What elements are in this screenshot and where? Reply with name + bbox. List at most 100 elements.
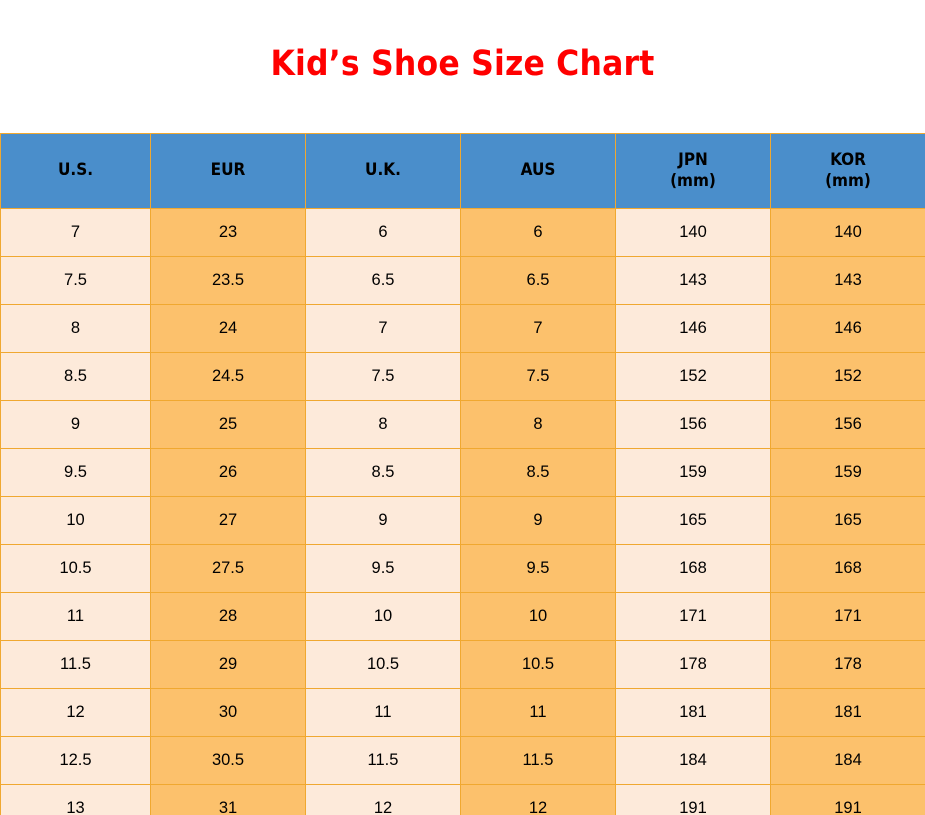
cell-aus: 8.5 bbox=[460, 447, 616, 497]
cell-uk: 12 bbox=[305, 783, 461, 815]
cell-value: 156 bbox=[834, 414, 862, 433]
cell-uk: 9.5 bbox=[305, 543, 461, 593]
cell-kor: 152 bbox=[770, 351, 925, 401]
cell-value: 10 bbox=[373, 606, 393, 625]
cell-jpn: 152 bbox=[615, 351, 771, 401]
column-header-jpn[interactable]: JPN (mm) bbox=[615, 132, 771, 209]
cell-eur: 29 bbox=[150, 639, 306, 689]
cell-value: 184 bbox=[834, 750, 862, 769]
cell-value: 12.5 bbox=[59, 750, 92, 769]
cell-kor: 159 bbox=[770, 447, 925, 497]
cell-us: 12.5 bbox=[0, 735, 151, 785]
cell-value: 140 bbox=[679, 222, 707, 241]
cell-value: 140 bbox=[834, 222, 862, 241]
cell-value: 191 bbox=[679, 798, 707, 815]
cell-aus: 10.5 bbox=[460, 639, 616, 689]
cell-us: 11 bbox=[0, 591, 151, 641]
cell-value: 9.5 bbox=[371, 558, 395, 577]
table-row: 12 30 11 11 181 181 bbox=[0, 687, 925, 737]
cell-us: 9.5 bbox=[0, 447, 151, 497]
table-header: U.S. EUR U.K. AUS JPN (mm) KOR (mm) bbox=[0, 132, 925, 209]
cell-value: 11 bbox=[66, 606, 85, 625]
cell-aus: 10 bbox=[460, 591, 616, 641]
cell-value: 7 bbox=[70, 222, 81, 241]
table-row: 9 25 8 8 156 156 bbox=[0, 399, 925, 449]
cell-kor: 143 bbox=[770, 255, 925, 305]
cell-aus: 12 bbox=[460, 783, 616, 815]
cell-uk: 10 bbox=[305, 591, 461, 641]
cell-kor: 140 bbox=[770, 207, 925, 257]
cell-aus: 9.5 bbox=[460, 543, 616, 593]
cell-value: 12 bbox=[66, 702, 85, 721]
cell-value: 31 bbox=[218, 798, 238, 815]
cell-kor: 191 bbox=[770, 783, 925, 815]
cell-value: 30.5 bbox=[211, 750, 245, 769]
cell-value: 171 bbox=[679, 606, 707, 625]
cell-value: 9.5 bbox=[64, 462, 87, 481]
cell-eur: 23 bbox=[150, 207, 306, 257]
cell-eur: 26 bbox=[150, 447, 306, 497]
cell-uk: 8 bbox=[305, 399, 461, 449]
cell-value: 143 bbox=[679, 270, 707, 289]
cell-eur: 31 bbox=[150, 783, 306, 815]
table-row: 7.5 23.5 6.5 6.5 143 143 bbox=[0, 255, 925, 305]
cell-value: 26 bbox=[218, 462, 238, 481]
page-title: Kid’s Shoe Size Chart bbox=[270, 43, 655, 84]
table-row: 9.5 26 8.5 8.5 159 159 bbox=[0, 447, 925, 497]
cell-us: 13 bbox=[0, 783, 151, 815]
cell-uk: 10.5 bbox=[305, 639, 461, 689]
cell-kor: 156 bbox=[770, 399, 925, 449]
column-header-uk[interactable]: U.K. bbox=[305, 132, 461, 209]
table-row: 10.5 27.5 9.5 9.5 168 168 bbox=[0, 543, 925, 593]
cell-value: 9 bbox=[533, 510, 543, 529]
cell-value: 6.5 bbox=[526, 270, 550, 289]
cell-value: 9 bbox=[378, 510, 388, 529]
table-row: 8.5 24.5 7.5 7.5 152 152 bbox=[0, 351, 925, 401]
table-row: 8 24 7 7 146 146 bbox=[0, 303, 925, 353]
cell-value: 171 bbox=[834, 606, 862, 625]
column-header-us[interactable]: U.S. bbox=[0, 132, 151, 209]
cell-uk: 11 bbox=[305, 687, 461, 737]
cell-aus: 11 bbox=[460, 687, 616, 737]
column-header-unit: (mm) bbox=[670, 170, 716, 191]
column-header-kor[interactable]: KOR (mm) bbox=[770, 132, 925, 209]
cell-value: 152 bbox=[679, 366, 707, 385]
cell-jpn: 143 bbox=[615, 255, 771, 305]
cell-value: 10 bbox=[66, 510, 85, 529]
cell-value: 165 bbox=[834, 510, 862, 529]
cell-eur: 24 bbox=[150, 303, 306, 353]
column-header-aus[interactable]: AUS bbox=[460, 132, 616, 209]
cell-eur: 30.5 bbox=[150, 735, 306, 785]
column-header-label: EUR bbox=[210, 160, 246, 181]
cell-uk: 8.5 bbox=[305, 447, 461, 497]
cell-kor: 168 bbox=[770, 543, 925, 593]
cell-value: 143 bbox=[834, 270, 862, 289]
table-row: 12.5 30.5 11.5 11.5 184 184 bbox=[0, 735, 925, 785]
cell-aus: 6.5 bbox=[460, 255, 616, 305]
cell-jpn: 171 bbox=[615, 591, 771, 641]
cell-value: 6 bbox=[533, 222, 543, 241]
cell-value: 29 bbox=[218, 654, 238, 673]
cell-value: 7.5 bbox=[371, 366, 395, 385]
cell-value: 7 bbox=[533, 318, 543, 337]
cell-us: 11.5 bbox=[0, 639, 151, 689]
cell-value: 10.5 bbox=[59, 558, 92, 577]
cell-value: 168 bbox=[834, 558, 862, 577]
cell-value: 181 bbox=[834, 702, 862, 721]
cell-value: 7.5 bbox=[526, 366, 550, 385]
cell-jpn: 184 bbox=[615, 735, 771, 785]
cell-value: 7 bbox=[378, 318, 388, 337]
cell-uk: 7 bbox=[305, 303, 461, 353]
cell-value: 11 bbox=[374, 702, 392, 721]
cell-value: 159 bbox=[834, 462, 862, 481]
cell-jpn: 181 bbox=[615, 687, 771, 737]
cell-value: 10 bbox=[528, 606, 548, 625]
cell-jpn: 156 bbox=[615, 399, 771, 449]
cell-uk: 7.5 bbox=[305, 351, 461, 401]
cell-kor: 181 bbox=[770, 687, 925, 737]
cell-value: 24 bbox=[218, 318, 238, 337]
cell-value: 12 bbox=[373, 798, 393, 815]
cell-value: 11.5 bbox=[60, 654, 91, 673]
column-header-eur[interactable]: EUR bbox=[150, 132, 306, 209]
cell-value: 178 bbox=[834, 654, 862, 673]
